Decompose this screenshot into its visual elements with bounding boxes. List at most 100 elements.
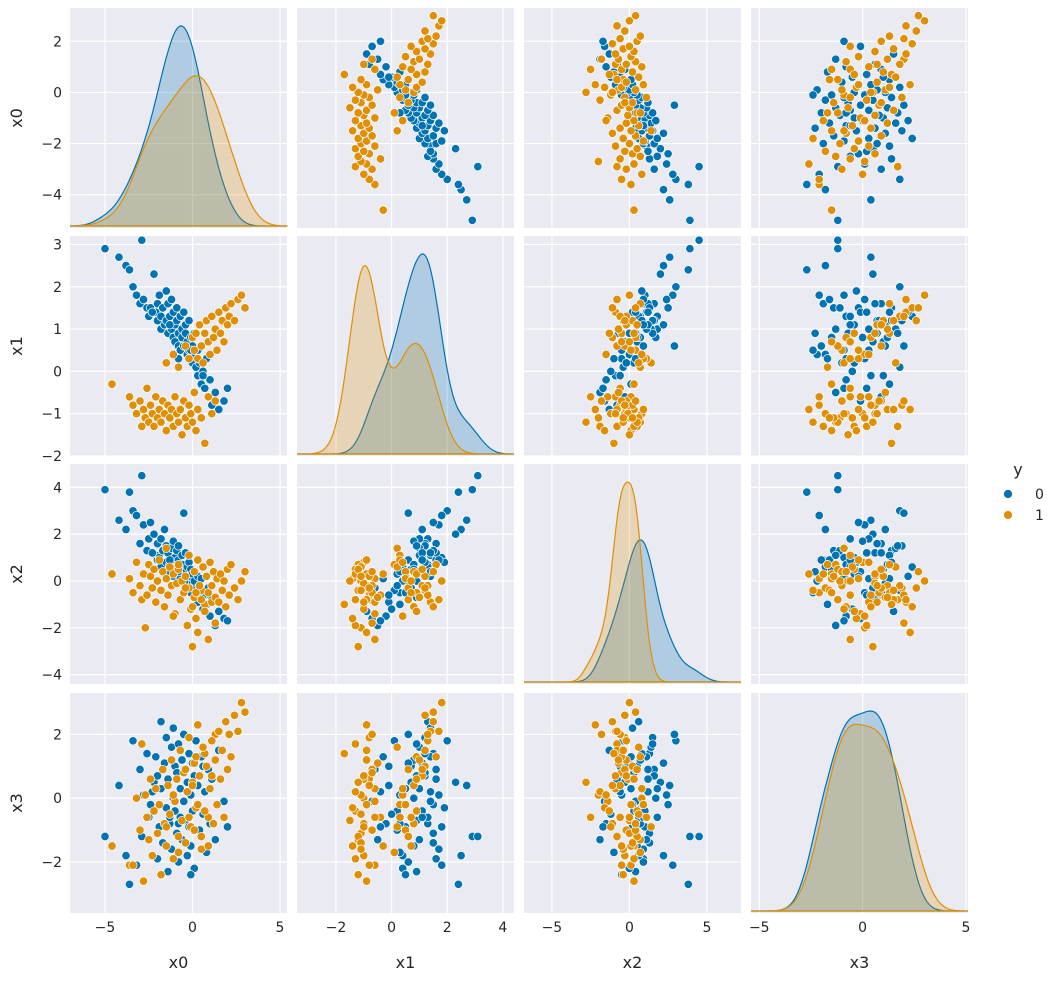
scatter-point-y1 [620, 146, 630, 156]
y-tick-label: −2 [41, 855, 62, 871]
scatter-point-y1 [434, 595, 444, 605]
scatter-point-y0 [866, 252, 876, 262]
scatter-point-y1 [872, 77, 882, 87]
scatter-point-y1 [601, 116, 611, 126]
scatter-point-y1 [203, 634, 213, 645]
scatter-point-y1 [378, 569, 388, 579]
scatter-point-y1 [403, 764, 413, 775]
scatter-point-y1 [180, 583, 191, 593]
scatter-point-y1 [420, 26, 430, 36]
scatter-point-y0 [831, 387, 841, 398]
scatter-point-y1 [845, 354, 855, 364]
scatter-point-y0 [876, 164, 886, 174]
scatter-point-y1 [637, 62, 647, 72]
scatter-point-y1 [629, 116, 639, 126]
scatter-point-y1 [161, 426, 171, 436]
scatter-point-y1 [627, 838, 638, 848]
scatter-point-y0 [425, 796, 436, 806]
scatter-point-y1 [370, 796, 380, 806]
legend-label-1: 1 [1035, 508, 1044, 524]
scatter-point-y1 [612, 726, 622, 736]
scatter-point-y0 [431, 854, 441, 864]
scatter-point-y1 [191, 613, 201, 624]
scatter-point-y1 [373, 592, 383, 602]
scatter-point-y0 [375, 822, 386, 832]
panel-x0-vs-x1 [297, 8, 514, 228]
scatter-point-y1 [128, 588, 138, 598]
scatter-point-y1 [839, 409, 849, 419]
scatter-point-y1 [804, 404, 814, 415]
scatter-point-y1 [107, 569, 117, 579]
scatter-point-y0 [814, 290, 824, 300]
scatter-point-y1 [624, 139, 634, 149]
scatter-point-y1 [920, 16, 930, 26]
scatter-point-y0 [412, 739, 422, 749]
scatter-point-y1 [370, 634, 380, 645]
scatter-point-y1 [161, 841, 171, 851]
scatter-point-y1 [621, 118, 631, 128]
scatter-point-y0 [665, 252, 675, 262]
scatter-point-y1 [207, 311, 217, 321]
scatter-point-y1 [627, 413, 638, 423]
scatter-point-y1 [168, 611, 178, 621]
scatter-point-y1 [403, 98, 413, 108]
scatter-point-y1 [353, 133, 363, 144]
scatter-point-y1 [350, 739, 360, 749]
scatter-point-y0 [855, 100, 866, 110]
scatter-point-y1 [359, 146, 369, 156]
scatter-point-y1 [236, 290, 247, 300]
scatter-point-y0 [392, 581, 402, 591]
scatter-point-y1 [135, 581, 145, 591]
scatter-point-y0 [124, 879, 135, 889]
scatter-point-y1 [173, 560, 184, 570]
scatter-point-y1 [822, 362, 833, 372]
scatter-point-y1 [641, 92, 652, 103]
scatter-point-y0 [808, 345, 818, 355]
scatter-point-y1 [837, 85, 847, 95]
scatter-point-y1 [833, 75, 843, 85]
scatter-point-y1 [364, 780, 374, 791]
scatter-point-y1 [818, 421, 828, 431]
scatter-point-y0 [214, 606, 224, 616]
scatter-point-y1 [860, 116, 870, 126]
scatter-point-y0 [685, 244, 695, 254]
scatter-point-y1 [173, 417, 184, 427]
scatter-point-y1 [168, 349, 178, 360]
scatter-point-y1 [634, 358, 644, 368]
scatter-point-y0 [878, 371, 888, 381]
scatter-point-y1 [362, 720, 372, 730]
scatter-point-y1 [866, 123, 876, 133]
scatter-point-y1 [359, 822, 369, 832]
scatter-point-y1 [184, 354, 194, 364]
scatter-point-y1 [604, 806, 614, 816]
scatter-point-y1 [853, 404, 864, 415]
scatter-point-y0 [855, 41, 866, 51]
scatter-point-y0 [833, 235, 843, 245]
scatter-point-y0 [166, 294, 177, 305]
scatter-point-y0 [634, 717, 644, 727]
y-tick-label: 0 [53, 574, 62, 590]
scatter-point-y0 [862, 69, 872, 80]
scatter-point-y1 [833, 595, 843, 605]
scatter-point-y0 [853, 517, 864, 528]
scatter-point-y1 [618, 413, 628, 423]
scatter-point-y0 [665, 780, 675, 791]
scatter-point-y1 [641, 812, 652, 822]
scatter-point-y1 [184, 400, 194, 410]
scatter-point-y0 [362, 49, 372, 59]
scatter-point-y1 [345, 815, 355, 826]
scatter-point-y1 [194, 320, 205, 330]
scatter-point-y1 [149, 564, 159, 574]
y-tick-label: 2 [53, 527, 62, 543]
scatter-point-y0 [899, 508, 909, 518]
scatter-point-y1 [207, 736, 217, 746]
scatter-point-y1 [353, 87, 363, 97]
scatter-point-y1 [920, 290, 930, 300]
scatter-point-y1 [149, 806, 159, 816]
scatter-point-y0 [866, 371, 876, 381]
scatter-point-y1 [221, 602, 231, 612]
scatter-point-y0 [222, 383, 233, 393]
scatter-point-y1 [610, 49, 621, 59]
scatter-point-y1 [814, 174, 824, 184]
